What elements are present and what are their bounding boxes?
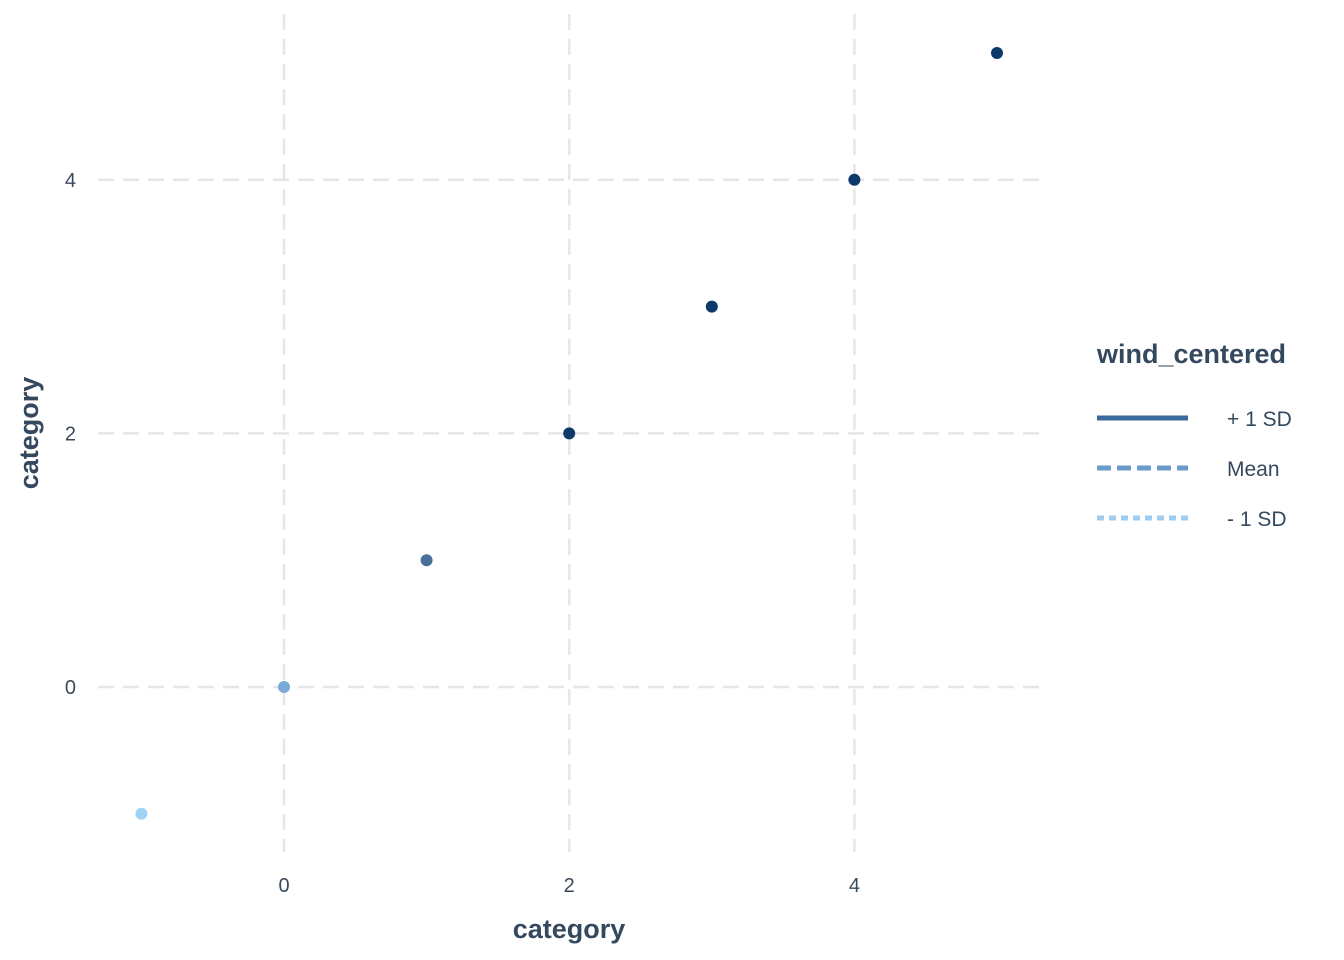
data-point bbox=[991, 47, 1003, 59]
y-tick-label: 2 bbox=[65, 423, 76, 445]
legend-entries: + 1 SD Mean - 1 SD bbox=[1097, 408, 1292, 531]
legend-label: Mean bbox=[1227, 458, 1280, 481]
y-tick-label: 4 bbox=[65, 170, 76, 192]
y-axis-title: category bbox=[14, 377, 44, 490]
y-tick-label: 0 bbox=[65, 677, 76, 699]
data-point bbox=[278, 681, 290, 693]
y-tick-labels: 0 2 4 bbox=[65, 170, 76, 699]
data-point bbox=[705, 300, 718, 313]
data-point bbox=[420, 554, 433, 567]
x-tick-label: 0 bbox=[278, 875, 289, 897]
x-tick-label: 4 bbox=[849, 875, 860, 897]
legend-title: wind_centered bbox=[1096, 339, 1286, 369]
legend-label: + 1 SD bbox=[1227, 408, 1292, 431]
grid bbox=[98, 14, 1041, 852]
x-tick-label: 2 bbox=[564, 875, 575, 897]
data-point bbox=[848, 173, 861, 186]
legend: wind_centered + 1 SD Mean - 1 SD bbox=[1096, 339, 1292, 531]
legend-label: - 1 SD bbox=[1227, 508, 1287, 531]
x-axis-title: category bbox=[513, 914, 626, 944]
data-point bbox=[563, 427, 576, 440]
data-point bbox=[135, 807, 148, 820]
data-points bbox=[135, 47, 1003, 820]
x-tick-labels: 0 2 4 bbox=[278, 875, 860, 897]
